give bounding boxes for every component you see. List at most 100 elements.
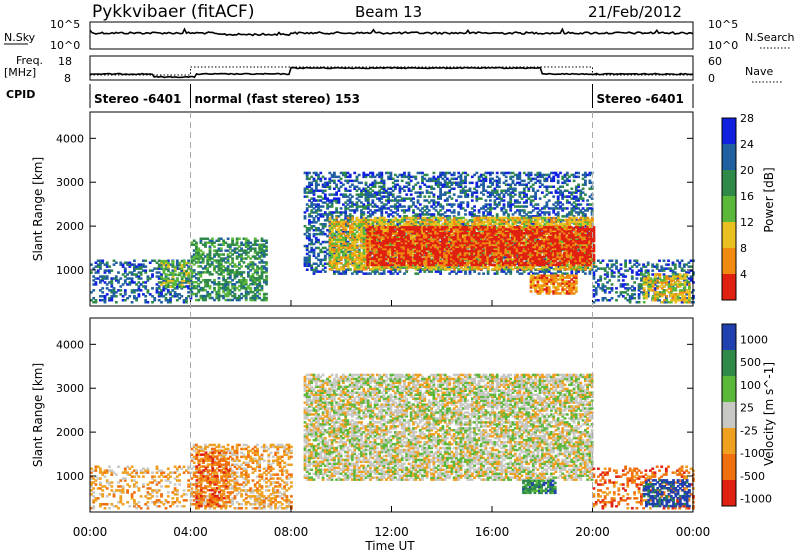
heatmap-cell: [112, 277, 116, 280]
heatmap-cell: [162, 287, 166, 290]
heatmap-cell: [369, 203, 372, 206]
heatmap-cell: [355, 193, 359, 196]
heatmap-cell: [103, 263, 107, 266]
heatmap-cell: [581, 187, 585, 190]
heatmap-cell: [242, 237, 246, 240]
heatmap-cell: [351, 272, 354, 275]
heatmap-cell: [452, 171, 456, 175]
heatmap-cell: [189, 265, 193, 269]
heatmap-cell: [305, 236, 309, 240]
heatmap-cell: [305, 248, 309, 252]
heatmap-cell: [180, 263, 184, 267]
heatmap-cell: [394, 183, 397, 186]
heatmap-cell: [183, 263, 186, 267]
heatmap-cell: [219, 263, 223, 266]
heatmap-cell: [103, 277, 107, 280]
heatmap-cell: [228, 298, 232, 302]
heatmap-cell: [135, 297, 138, 300]
heatmap-cell: [256, 277, 259, 280]
heatmap-cell: [396, 179, 400, 183]
heatmap-cell: [253, 298, 257, 302]
heatmap-cell: [385, 199, 388, 202]
heatmap-cell: [387, 175, 390, 179]
heatmap-cell: [556, 179, 560, 183]
heatmap-cell: [317, 199, 320, 202]
heatmap-cell: [226, 243, 230, 246]
heatmap-cell: [355, 270, 359, 273]
heatmap-cell: [319, 232, 323, 236]
heatmap-cell: [251, 275, 255, 278]
heatmap-cell: [360, 205, 363, 208]
heatmap-cell: [253, 279, 257, 282]
heatmap-cell: [164, 259, 168, 263]
heatmap-cell: [265, 283, 268, 286]
heatmap-cell: [303, 256, 307, 260]
heatmap-cell: [199, 255, 203, 258]
heatmap-cell: [326, 234, 329, 238]
heatmap-cell: [249, 298, 253, 302]
heatmap-cell: [265, 267, 268, 270]
heatmap-cell: [185, 273, 188, 277]
heatmap-cell: [305, 185, 309, 188]
heatmap-cell: [130, 263, 134, 266]
heatmap-cell: [160, 259, 164, 263]
heatmap-cell: [256, 243, 259, 246]
heatmap-cell: [213, 298, 216, 302]
heatmap-cell: [226, 298, 230, 302]
heatmap-cell: [213, 267, 216, 270]
heatmap-cell: [339, 193, 343, 196]
heatmap-cell: [197, 271, 201, 274]
heatmap-cell: [133, 263, 136, 266]
heatmap-cell: [253, 237, 257, 240]
heatmap-cell: [260, 255, 264, 258]
heatmap-cell: [312, 262, 316, 265]
heatmap-cell: [231, 261, 234, 264]
heatmap-cell: [312, 248, 316, 252]
heatmap-cell: [101, 259, 105, 262]
heatmap-cell: [385, 171, 388, 175]
heatmap-cell: [201, 279, 205, 282]
heatmap-cell: [380, 181, 384, 185]
heatmap-cell: [373, 181, 377, 185]
heatmap-cell: [565, 183, 569, 186]
heatmap-cell: [385, 191, 388, 194]
heatmap-cell: [362, 203, 366, 206]
heatmap-cell: [199, 273, 203, 276]
heatmap-cell: [373, 211, 377, 214]
heatmap-cell: [173, 295, 177, 298]
heatmap-cell: [373, 179, 377, 183]
heatmap-cell: [238, 255, 241, 258]
heatmap-cell: [513, 187, 517, 190]
heatmap-cell: [346, 195, 350, 198]
heatmap-cell: [228, 247, 232, 250]
heatmap-cell: [339, 185, 343, 188]
heatmap-cell: [167, 285, 170, 289]
heatmap-cell: [231, 290, 234, 294]
heatmap-cell: [182, 299, 186, 302]
heatmap-cell: [323, 262, 327, 265]
heatmap-cell: [215, 283, 219, 286]
heatmap-cell: [128, 277, 132, 280]
heatmap-cell: [112, 295, 116, 298]
heatmap-cell: [195, 281, 198, 284]
heatmap-cell: [210, 296, 214, 300]
heatmap-cell: [126, 297, 129, 300]
heatmap-cell: [529, 171, 533, 175]
heatmap-cell: [244, 243, 248, 246]
heatmap-cell: [380, 215, 384, 218]
heatmap-cell: [330, 211, 334, 214]
heatmap-cell: [187, 295, 190, 298]
heatmap-cell: [373, 205, 377, 208]
heatmap-cell: [190, 241, 194, 244]
heatmap-cell: [256, 290, 259, 294]
heatmap-cell: [380, 272, 384, 275]
heatmap-cell: [249, 257, 253, 260]
heatmap-cell: [378, 189, 381, 192]
heatmap-cell: [256, 288, 259, 292]
heatmap-cell: [197, 259, 201, 262]
heatmap-cell: [256, 271, 259, 274]
heatmap-cell: [208, 257, 212, 260]
heatmap-cell: [344, 195, 348, 198]
heatmap-cell: [197, 255, 201, 258]
heatmap-cell: [103, 301, 107, 304]
